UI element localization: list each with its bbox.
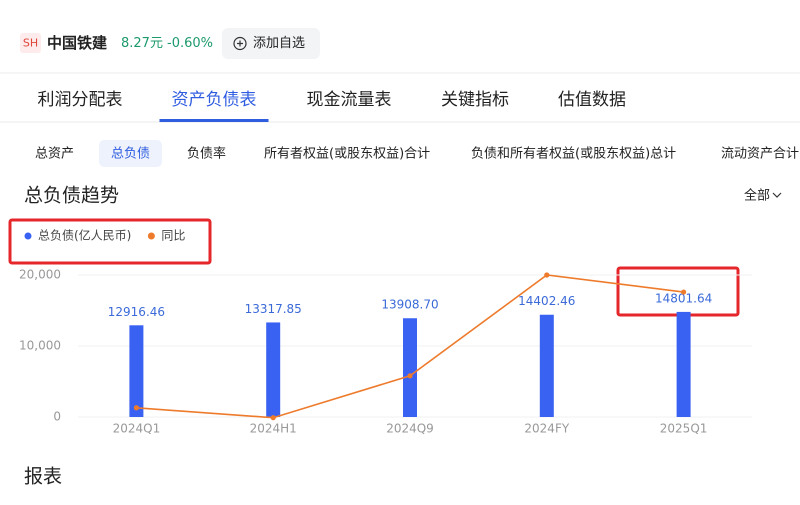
subtab[interactable]: 负债和所有者权益(或股东权益)总计	[471, 146, 676, 162]
value-label: 14801.64	[655, 291, 712, 305]
tab[interactable]: 资产负债表	[172, 90, 257, 110]
bar	[403, 318, 417, 417]
subtab-bg[interactable]	[99, 140, 162, 167]
subtab[interactable]: 所有者权益(或股东权益)合计	[264, 146, 430, 162]
legend-dot	[24, 232, 32, 240]
y-tick-label: 20,000	[19, 268, 61, 282]
chevron[interactable]	[772, 192, 782, 198]
bar	[266, 322, 281, 417]
line-point	[270, 415, 276, 421]
subtab[interactable]: 总负债	[111, 147, 150, 162]
x-tick-label: 2024Q1	[113, 422, 161, 436]
legend-label: 同比	[161, 229, 185, 243]
legend-label: 总负债(亿人民币)	[38, 228, 131, 243]
x-tick-label: 2024Q9	[386, 422, 434, 436]
tab[interactable]: 现金流量表	[307, 90, 392, 110]
bar	[129, 325, 144, 417]
tab-underline	[159, 119, 269, 122]
tab[interactable]: 关键指标	[441, 90, 509, 110]
x-tick-label: 2024H1	[250, 422, 297, 436]
badge: SH	[23, 37, 38, 50]
price: 8.27元	[121, 36, 163, 51]
value-label: 14402.46	[518, 294, 575, 308]
bar	[539, 314, 554, 417]
x-tick-label: 2024FY	[524, 422, 569, 436]
button-label[interactable]: 添加自选	[253, 36, 305, 51]
legend-dot	[147, 232, 155, 240]
bar	[676, 311, 691, 417]
stock-name: 中国铁建	[47, 34, 108, 52]
subtab[interactable]: 负债率	[187, 146, 226, 162]
add-button[interactable]: 添加自选	[222, 28, 320, 59]
line-point	[544, 272, 550, 278]
line-point	[681, 289, 687, 295]
badge-bg	[20, 33, 41, 53]
highlight-box	[8, 218, 212, 265]
subtab[interactable]: 总资产	[35, 147, 74, 162]
button-bg[interactable]	[222, 28, 320, 59]
x-tick-label: 2025Q1	[660, 422, 708, 436]
line-point	[133, 405, 139, 411]
plus-icon[interactable]	[237, 40, 243, 47]
tab[interactable]: 利润分配表	[38, 90, 123, 110]
footer-title: 报表	[24, 466, 62, 488]
value-label: 13317.85	[245, 302, 302, 316]
y-tick-label: 10,000	[19, 339, 61, 353]
plus-icon[interactable]	[233, 36, 247, 51]
value-label: 12916.46	[108, 305, 165, 319]
value-label: 13908.70	[381, 298, 438, 312]
y-tick-label: 0	[53, 410, 61, 424]
section-title: 总负债趋势	[24, 185, 119, 207]
tab[interactable]: 估值数据	[558, 90, 626, 110]
change: -0.60%	[167, 36, 213, 51]
line-point	[407, 373, 413, 379]
filter[interactable]: 全部	[744, 188, 770, 204]
subtab[interactable]: 流动资产合计	[721, 147, 799, 162]
